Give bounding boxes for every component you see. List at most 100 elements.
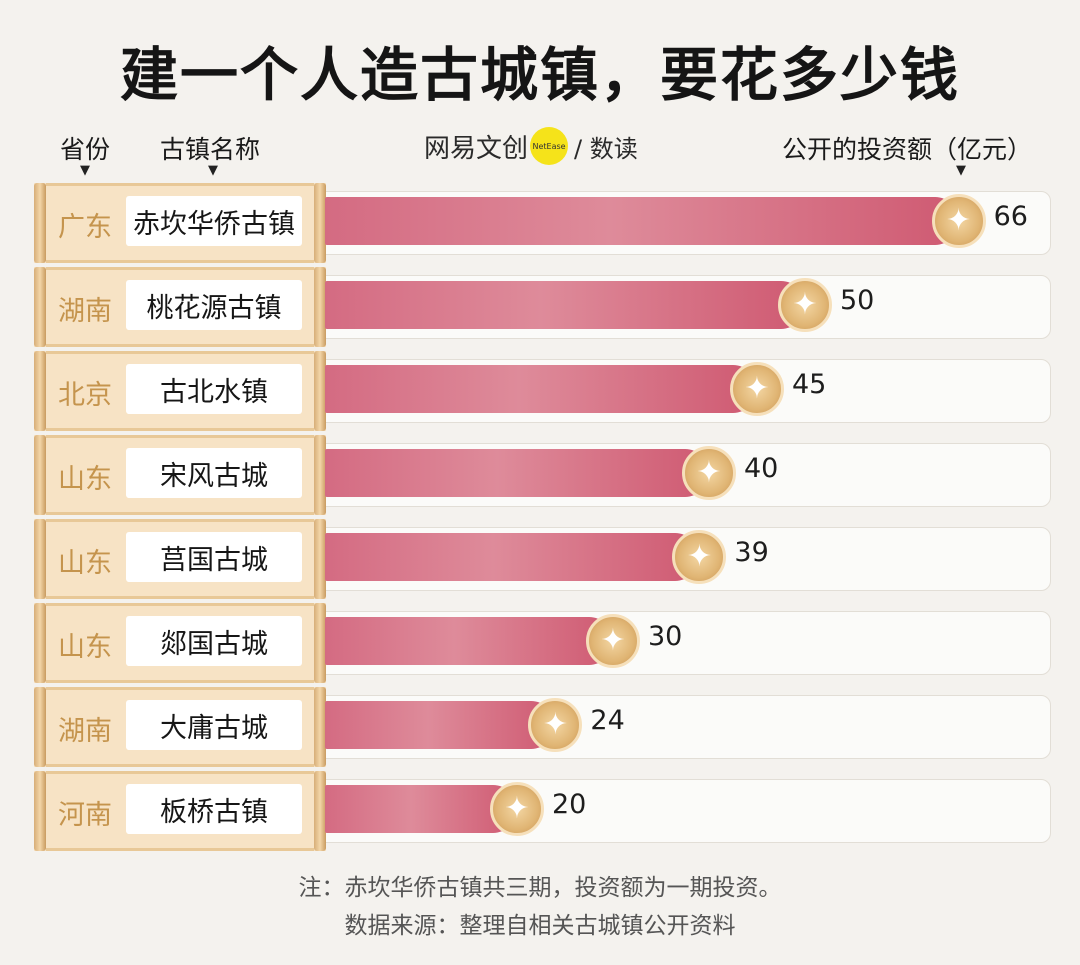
province-label: 湖南	[58, 716, 112, 747]
bar	[325, 365, 757, 413]
brand-logo: 网易文创 NetEase / 数读	[424, 126, 638, 166]
chart-row: 河南 板桥古镇 ✦ 20	[0, 769, 1080, 853]
chart-title: 建一个人造古城镇，要花多少钱	[119, 41, 960, 109]
scroll-rod-left	[34, 351, 46, 431]
scroll-rod-left	[34, 603, 46, 683]
coin-icon: ✦	[490, 782, 544, 836]
scroll-rod-right	[314, 351, 326, 431]
bar-value-label: 50	[840, 285, 875, 316]
scroll-edge-top	[46, 603, 314, 606]
scroll-rod-left	[34, 771, 46, 851]
coin-icon: ✦	[682, 446, 736, 500]
scroll-label: 山东 莒国古城	[34, 519, 326, 599]
scroll-rod-left	[34, 519, 46, 599]
scroll-label: 湖南 大庸古城	[34, 687, 326, 767]
scroll-edge-bottom	[46, 848, 314, 851]
province-label: 湖南	[58, 296, 112, 327]
chart-row: 湖南 桃花源古镇 ✦ 50	[0, 265, 1080, 349]
province-arrow-icon: ▼	[80, 163, 90, 178]
coin-icon: ✦	[672, 530, 727, 584]
scroll-edge-top	[46, 183, 314, 186]
scroll-rod-left	[34, 183, 46, 263]
scroll-edge-bottom	[46, 596, 314, 599]
bar	[325, 197, 959, 245]
scroll-rod-right	[314, 603, 326, 683]
bar	[325, 449, 709, 497]
brand-name: 网易文创	[424, 133, 529, 164]
chart-row: 山东 宋风古城 ✦ 40	[0, 433, 1080, 517]
town-label: 桃花源古镇	[126, 280, 302, 330]
investment-column-header: 公开的投资额（亿元）	[782, 135, 1033, 164]
bar	[325, 281, 805, 329]
coin-icon: ✦	[778, 278, 832, 332]
town-column-header: 古镇名称	[160, 135, 261, 164]
scroll-edge-top	[46, 435, 314, 438]
scroll-rod-right	[314, 435, 326, 515]
scroll-rod-right	[314, 771, 326, 851]
province-label: 山东	[58, 632, 112, 663]
bar	[325, 617, 613, 665]
scroll-edge-bottom	[46, 260, 314, 263]
scroll-edge-top	[46, 267, 314, 270]
scroll-edge-bottom	[46, 344, 314, 347]
province-label: 北京	[58, 380, 112, 411]
chart-row: 山东 郯国古城 ✦ 30	[0, 601, 1080, 685]
chart-row: 湖南 大庸古城 ✦ 24	[0, 685, 1080, 769]
scroll-edge-top	[46, 519, 314, 522]
province-label: 河南	[58, 800, 112, 831]
coin-icon: ✦	[730, 362, 784, 416]
bar-value-label: 20	[552, 789, 587, 820]
scroll-rod-left	[34, 687, 46, 767]
scroll-rod-right	[314, 687, 326, 767]
town-label: 宋风古城	[126, 448, 302, 498]
chart-row: 北京 古北水镇 ✦ 45	[0, 349, 1080, 433]
bar	[325, 533, 700, 581]
scroll-label: 河南 板桥古镇	[34, 771, 326, 851]
province-label: 山东	[58, 548, 112, 579]
town-label: 板桥古镇	[126, 784, 302, 834]
scroll-edge-bottom	[46, 428, 314, 431]
scroll-edge-top	[46, 351, 314, 354]
scroll-label: 山东 郯国古城	[34, 603, 326, 683]
bar	[325, 785, 517, 833]
brand-badge: NetEase	[530, 127, 569, 165]
chart-row: 广东 赤坎华侨古镇 ✦ 66	[0, 181, 1080, 265]
coin-icon: ✦	[931, 194, 986, 248]
bar-value-label: 66	[993, 201, 1028, 232]
scroll-edge-top	[46, 771, 314, 774]
town-label: 大庸古城	[126, 700, 302, 750]
coin-icon: ✦	[528, 698, 583, 752]
scroll-edge-top	[46, 687, 314, 690]
investment-arrow-icon: ▼	[956, 163, 966, 178]
bar-value-label: 24	[590, 705, 625, 736]
scroll-rod-left	[34, 267, 46, 347]
province-label: 山东	[58, 464, 112, 495]
province-column-header: 省份	[60, 135, 111, 164]
scroll-rod-right	[314, 267, 326, 347]
bar-value-label: 30	[648, 621, 683, 652]
scroll-edge-bottom	[46, 764, 314, 767]
town-arrow-icon: ▼	[208, 163, 218, 178]
bar	[325, 701, 556, 749]
scroll-rod-left	[34, 435, 46, 515]
scroll-edge-bottom	[46, 512, 314, 515]
town-label: 莒国古城	[126, 532, 302, 582]
coin-icon: ✦	[586, 614, 640, 668]
chart-row: 山东 莒国古城 ✦ 39	[0, 517, 1080, 601]
bar-value-label: 39	[734, 537, 769, 568]
town-label: 赤坎华侨古镇	[126, 196, 302, 246]
province-label: 广东	[58, 212, 112, 243]
bar-value-label: 40	[744, 453, 779, 484]
scroll-label: 北京 古北水镇	[34, 351, 326, 431]
bar-value-label: 45	[792, 369, 827, 400]
chart-note: 注：赤坎华侨古镇共三期，投资额为一期投资。	[298, 875, 782, 901]
scroll-rod-right	[314, 519, 326, 599]
scroll-rod-right	[314, 183, 326, 263]
brand-suffix: / 数读	[574, 134, 638, 163]
data-source: 数据来源：整理自相关古城镇公开资料	[344, 913, 736, 939]
scroll-label: 山东 宋风古城	[34, 435, 326, 515]
scroll-label: 湖南 桃花源古镇	[34, 267, 326, 347]
town-label: 郯国古城	[126, 616, 302, 666]
town-label: 古北水镇	[126, 364, 302, 414]
scroll-label: 广东 赤坎华侨古镇	[34, 183, 326, 263]
